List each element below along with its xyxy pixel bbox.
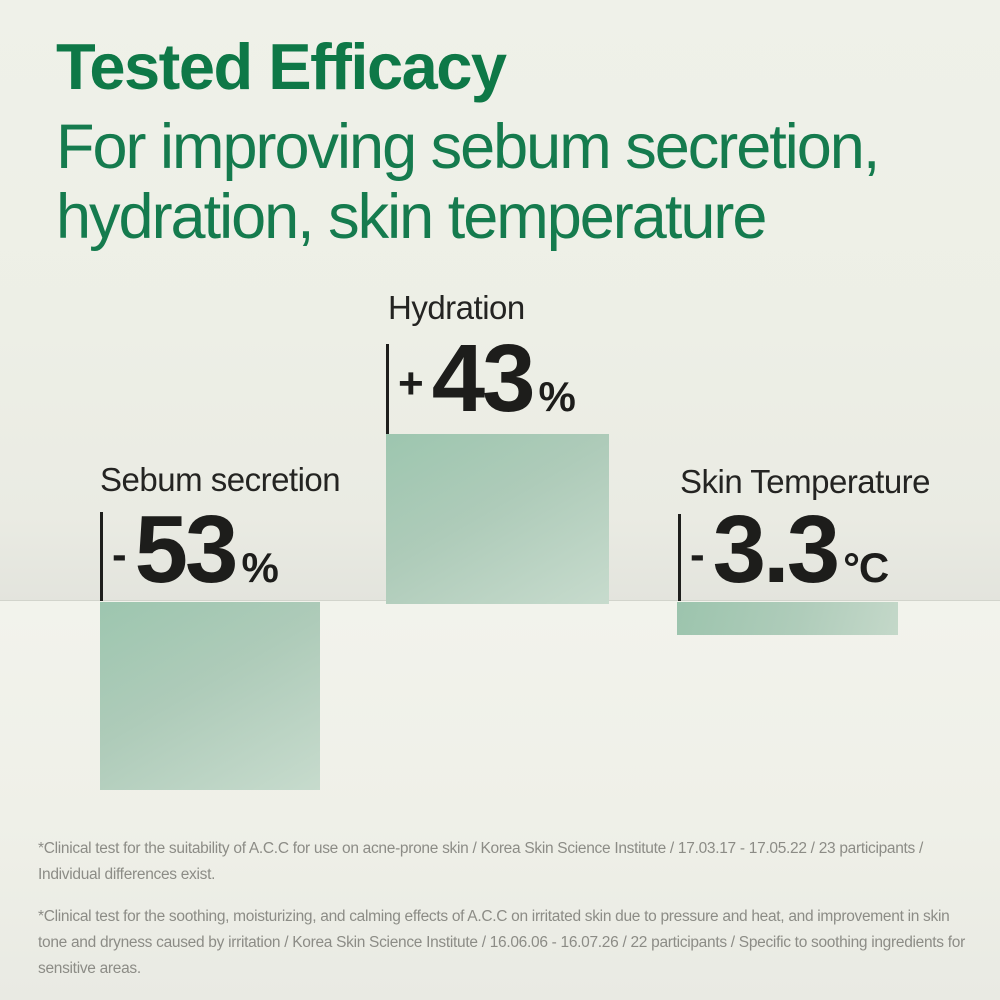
- footnote-1: *Clinical test for the suitability of A.…: [38, 840, 924, 883]
- hydration-value-unit: %: [538, 373, 575, 420]
- subtitle-line-1: For improving sebum secretion,: [56, 112, 880, 182]
- footnote-2: *Clinical test for the soothing, moistur…: [38, 908, 965, 977]
- skin-temperature-value: - 3.3 °C: [690, 496, 889, 603]
- sebum-secretion-tick-line: [100, 512, 103, 601]
- skin-temperature-label: Skin Temperature: [680, 463, 931, 500]
- hydration-value: + 43 %: [398, 325, 576, 432]
- skin-temperature-value-sign: -: [690, 530, 705, 579]
- sebum-secretion-value-number: 53: [134, 496, 239, 603]
- skin-temperature-value-unit: °C: [843, 544, 889, 591]
- sebum-secretion-label: Sebum secretion: [100, 461, 341, 498]
- clinical-footnotes: *Clinical test for the suitability of A.…: [38, 836, 976, 982]
- sebum-secretion-value: - 53 %: [112, 496, 279, 603]
- hydration-value-sign: +: [398, 359, 424, 408]
- skin-temperature-bar: [677, 602, 898, 635]
- page-title: Tested Efficacy: [56, 30, 507, 103]
- hydration-bar: [386, 434, 609, 604]
- page-subtitle: For improving sebum secretion, hydration…: [56, 112, 880, 252]
- subtitle-line-2: hydration, skin temperature: [56, 182, 767, 252]
- skin-temperature-value-number: 3.3: [712, 496, 840, 603]
- hydration-value-number: 43: [431, 325, 536, 432]
- hydration-label: Hydration: [388, 289, 525, 326]
- sebum-secretion-bar: [100, 602, 320, 790]
- hydration-tick-line: [386, 344, 389, 434]
- sebum-secretion-value-sign: -: [112, 530, 127, 579]
- skin-temperature-tick-line: [678, 514, 681, 601]
- sebum-secretion-value-unit: %: [241, 544, 278, 591]
